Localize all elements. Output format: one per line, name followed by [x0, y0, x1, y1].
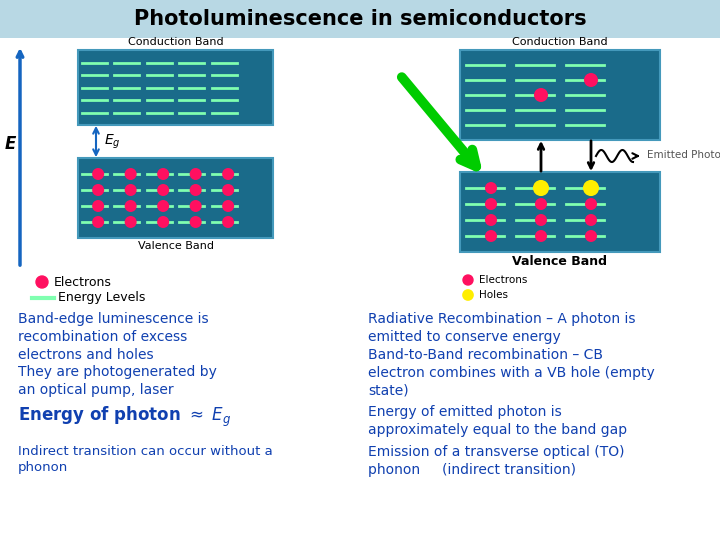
Text: $E_g$: $E_g$ [104, 132, 120, 151]
Text: Energy of emitted photon is
approximately equal to the band gap: Energy of emitted photon is approximatel… [368, 405, 627, 437]
Circle shape [534, 88, 548, 102]
Text: Emission of a transverse optical (TO)
phonon     (indirect transition): Emission of a transverse optical (TO) ph… [368, 445, 624, 477]
Circle shape [463, 275, 473, 285]
Circle shape [189, 200, 202, 212]
Circle shape [92, 184, 104, 196]
Circle shape [189, 216, 202, 228]
Circle shape [125, 184, 137, 196]
Bar [78, 158, 273, 238]
Text: Valence Band: Valence Band [513, 255, 608, 268]
Text: They are photogenerated by
an optical pump, laser: They are photogenerated by an optical pu… [18, 365, 217, 397]
Text: Band-edge luminescence is
recombination of excess
electrons and holes: Band-edge luminescence is recombination … [18, 312, 209, 362]
Circle shape [222, 168, 234, 180]
Circle shape [485, 198, 497, 210]
Circle shape [92, 200, 104, 212]
Text: Radiative Recombination – A photon is
emitted to conserve energy: Radiative Recombination – A photon is em… [368, 312, 636, 344]
Text: Energy Levels: Energy Levels [58, 292, 145, 305]
Circle shape [92, 168, 104, 180]
Circle shape [485, 230, 497, 242]
Circle shape [157, 200, 169, 212]
Bar [0, 0, 720, 38]
Circle shape [125, 168, 137, 180]
Circle shape [585, 214, 597, 226]
Circle shape [585, 198, 597, 210]
Circle shape [222, 200, 234, 212]
Text: E: E [4, 135, 16, 153]
Text: Band-to-Band recombination – CB
electron combines with a VB hole (empty
state): Band-to-Band recombination – CB electron… [368, 348, 654, 397]
Text: Emitted Photon: Emitted Photon [647, 150, 720, 160]
Text: Energy of photon $\approx$ $E_g$: Energy of photon $\approx$ $E_g$ [18, 405, 231, 429]
Circle shape [222, 184, 234, 196]
Circle shape [535, 230, 547, 242]
Bar [78, 50, 273, 125]
Circle shape [535, 198, 547, 210]
Text: Valence Band: Valence Band [138, 241, 214, 251]
Circle shape [584, 73, 598, 87]
Text: Conduction Band: Conduction Band [512, 37, 608, 47]
Circle shape [157, 168, 169, 180]
Circle shape [485, 182, 497, 194]
Bar [460, 172, 660, 252]
Text: Electrons: Electrons [54, 275, 112, 288]
Circle shape [125, 216, 137, 228]
Circle shape [222, 216, 234, 228]
Circle shape [36, 276, 48, 288]
Circle shape [584, 181, 598, 195]
Text: Holes: Holes [479, 290, 508, 300]
Circle shape [535, 214, 547, 226]
Circle shape [157, 216, 169, 228]
Text: Electrons: Electrons [479, 275, 527, 285]
Circle shape [585, 230, 597, 242]
Bar [460, 50, 660, 140]
Circle shape [157, 184, 169, 196]
Text: Conduction Band: Conduction Band [127, 37, 223, 47]
Circle shape [534, 181, 548, 195]
Circle shape [189, 168, 202, 180]
Circle shape [125, 200, 137, 212]
Circle shape [463, 290, 473, 300]
Circle shape [485, 214, 497, 226]
Circle shape [92, 216, 104, 228]
Circle shape [189, 184, 202, 196]
Text: Indirect transition can occur without a
phonon: Indirect transition can occur without a … [18, 445, 273, 475]
Text: Photoluminescence in semiconductors: Photoluminescence in semiconductors [134, 9, 586, 29]
